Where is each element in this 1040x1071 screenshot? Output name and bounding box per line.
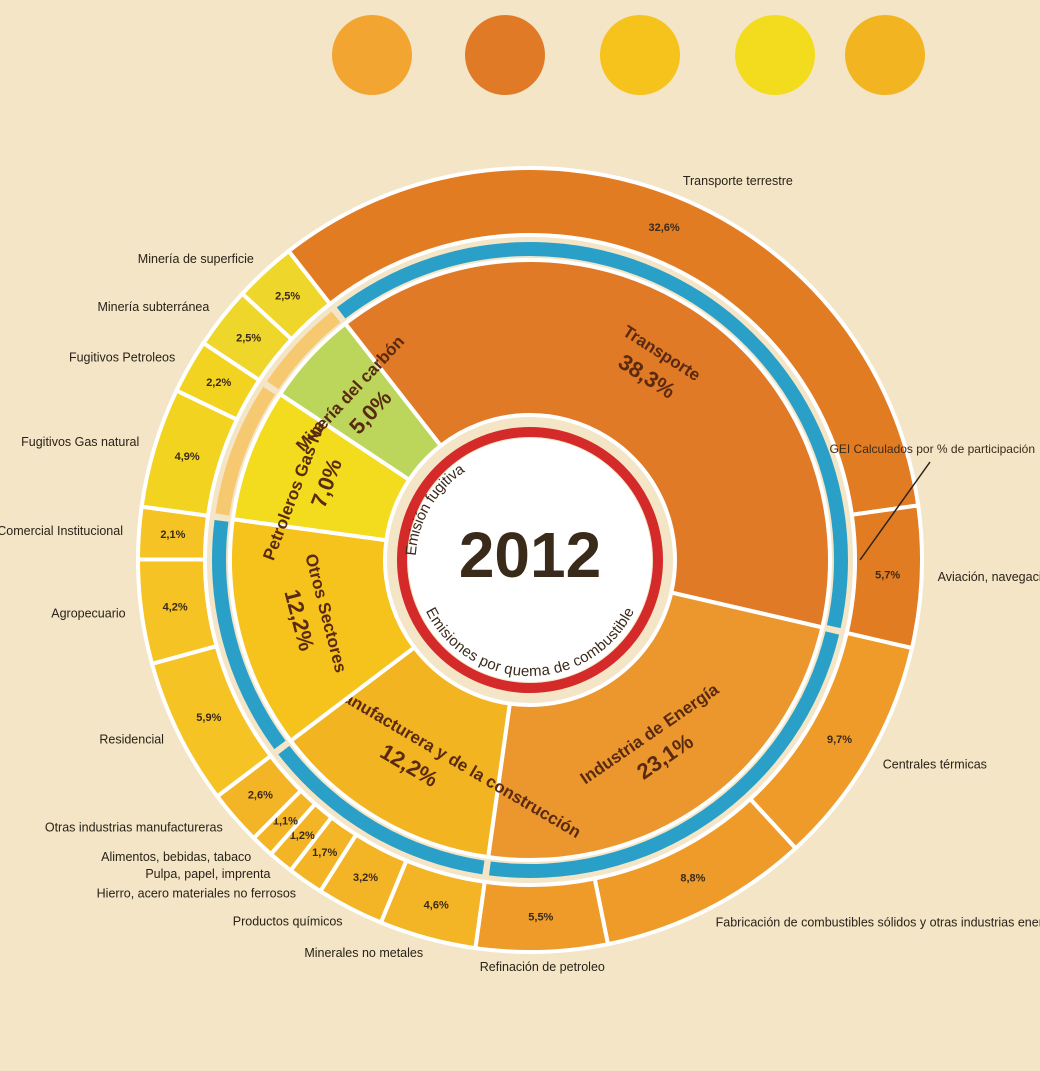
sub-value: 2,6% [248, 789, 273, 801]
sub-value: 4,9% [175, 451, 200, 463]
sub-label: Otras industrias manufactureras [45, 821, 223, 835]
sub-value: 3,2% [353, 872, 378, 884]
sub-label: Fabricación de combustibles sólidos y ot… [716, 916, 1040, 930]
sub-value: 1,2% [290, 830, 315, 842]
icon [465, 15, 545, 95]
sub-value: 2,2% [206, 377, 231, 389]
red-ring [397, 427, 663, 693]
sub-value: 5,5% [528, 912, 553, 924]
sub-value: 1,7% [312, 847, 337, 859]
icons [332, 15, 925, 95]
sub-value: 5,9% [196, 712, 221, 724]
sub-value: 8,8% [680, 873, 705, 885]
sub-value: 2,5% [275, 290, 300, 302]
sub-label: Minería subterránea [97, 300, 209, 314]
center-title: 2012 [459, 519, 601, 591]
sub-sector [239, 248, 333, 343]
band [215, 386, 276, 516]
sub-label: Agropecuario [51, 606, 125, 620]
icon [332, 15, 412, 95]
band [488, 631, 840, 878]
sub-value: 9,7% [827, 734, 852, 746]
annotation-arrow [859, 461, 931, 561]
sub-label: Comercial Institucional [0, 524, 123, 538]
annotation: GEI Calculados por % de participación [830, 442, 1035, 456]
sub-label: Transporte terrestre [683, 174, 793, 188]
sub-label: Alimentos, bebidas, tabaco [101, 850, 251, 864]
band [336, 242, 848, 629]
sub-value: 2,1% [160, 529, 185, 541]
sub-label: Hierro, acero materiales no ferrosos [97, 887, 296, 901]
band [212, 519, 286, 750]
center [408, 438, 652, 682]
sub-label: Aviación, navegación nacional, ferrocarr… [938, 570, 1040, 584]
sub-label: Productos químicos [233, 915, 343, 929]
sub-label: Minería de superficie [138, 252, 254, 266]
sub-value: 4,2% [163, 601, 188, 613]
sub-value: 1,1% [273, 815, 298, 827]
sub-label: Residencial [99, 733, 164, 747]
icon [845, 15, 925, 95]
sub-label: Fugitivos Petroleos [69, 351, 175, 365]
band [266, 311, 341, 390]
sub-value: 32,6% [649, 222, 680, 234]
sector [342, 258, 832, 630]
sub-label: Refinación de petroleo [480, 960, 605, 974]
sub-label: Minerales no metales [304, 946, 423, 960]
sector [277, 320, 444, 483]
sub-label: Fugitivos Gas natural [21, 435, 139, 449]
band [278, 745, 485, 875]
sub-label: Centrales térmicas [883, 757, 987, 771]
sub-value: 5,7% [875, 569, 900, 581]
sub-label: Pulpa, papel, imprenta [145, 867, 270, 881]
icon [600, 15, 680, 95]
sector [485, 590, 825, 862]
sub-value: 4,6% [424, 899, 449, 911]
icon [735, 15, 815, 95]
sub-value: 2,5% [236, 333, 261, 345]
sector [228, 516, 418, 744]
